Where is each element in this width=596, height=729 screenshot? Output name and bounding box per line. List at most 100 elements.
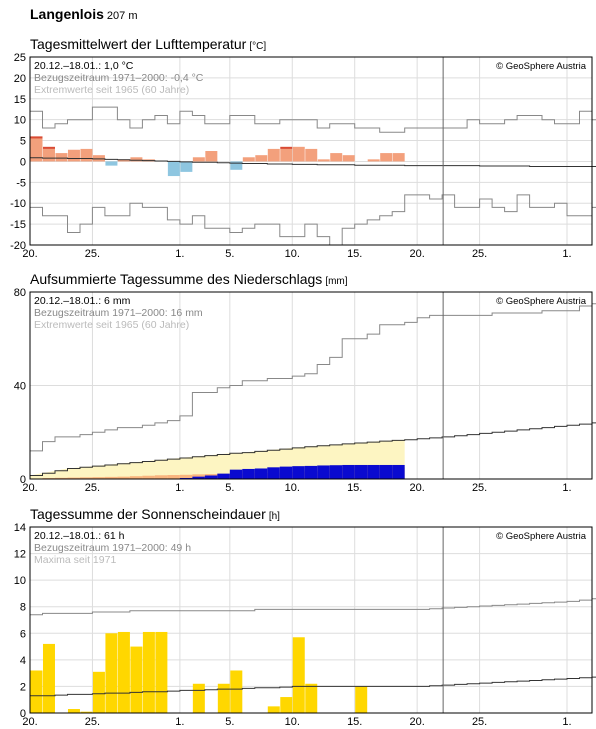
- temperature-title-block: Tagesmittelwert der Lufttemperatur [°C]: [30, 36, 266, 52]
- plot-frame: [29, 56, 593, 246]
- x-tick-label: 25.: [472, 716, 487, 728]
- precip-observed-bar: [204, 475, 218, 479]
- y-tick-label: -10: [10, 198, 26, 210]
- sunshine-title-block: Tagessumme der Sonnenscheindauer [h]: [30, 506, 280, 522]
- x-tick-label: 10.: [285, 716, 300, 728]
- temperature-title: Tagesmittelwert der Lufttemperatur: [30, 36, 247, 52]
- info-line: Extremwerte seit 1965 (60 Jahre): [34, 319, 189, 331]
- y-tick-label: 0: [20, 474, 26, 486]
- temperature-bar-excess: [42, 146, 55, 149]
- precip-observed-bar: [292, 466, 305, 479]
- precip-observed-bar: [279, 466, 293, 479]
- sunshine-unit: [h]: [268, 511, 280, 522]
- y-tick-label: 10: [14, 115, 26, 127]
- precip-orange-bar: [92, 477, 105, 479]
- precip-observed-bar: [367, 464, 380, 479]
- x-tick-label: 20.: [22, 716, 37, 728]
- sunshine-bar: [105, 633, 118, 713]
- x-tick-label: 1.: [562, 248, 571, 260]
- sunshine-bar: [267, 706, 280, 713]
- precip-observed-bar: [217, 473, 230, 479]
- temperature-bar: [42, 148, 55, 162]
- sunshine-bar: [92, 671, 105, 713]
- x-tick-label: 5.: [225, 248, 234, 260]
- temperature-bar: [55, 153, 68, 162]
- sunshine-bar: [292, 637, 305, 713]
- y-tick-label: -20: [10, 240, 26, 252]
- precip-orange-bar: [179, 474, 193, 479]
- temperature-bar: [230, 161, 243, 170]
- temperature-normal-line: [30, 157, 596, 167]
- y-tick-label: -5: [16, 177, 26, 189]
- sunshine-title: Tagessumme der Sonnenscheindauer: [30, 506, 266, 522]
- info-line: 20.12.–18.01.: 6 mm: [34, 295, 131, 307]
- y-tick-label: 2: [20, 681, 26, 693]
- y-tick-label: 12: [14, 549, 26, 561]
- x-tick-label: 20.: [410, 482, 425, 494]
- x-tick-label: 25.: [85, 716, 100, 728]
- sunshine-bar: [80, 711, 93, 713]
- precip-observed-bar: [392, 464, 405, 479]
- temperature-bar-excess: [30, 136, 43, 139]
- y-tick-label: 8: [20, 602, 26, 614]
- copyright: © GeoSphere Austria: [496, 531, 587, 542]
- temperature-bar: [267, 148, 280, 162]
- sunshine-bar: [217, 683, 230, 713]
- x-tick-label: 20.: [410, 248, 425, 260]
- x-tick-label: 15.: [347, 482, 362, 494]
- temperature-unit: [°C]: [249, 41, 267, 52]
- precip-unit: [mm]: [325, 276, 348, 287]
- temperature-bar: [305, 148, 318, 162]
- temperature-bar: [30, 138, 43, 162]
- x-tick-label: 25.: [472, 248, 487, 260]
- sunshine-bar: [192, 683, 205, 713]
- station-elevation: 207 m: [106, 10, 138, 22]
- temperature-bar: [80, 148, 93, 162]
- sunshine-bar: [355, 686, 368, 713]
- sunshine-bar: [230, 670, 243, 713]
- temperature-bar: [380, 153, 393, 162]
- temperature-bar: [92, 155, 105, 162]
- temperature-bar: [242, 157, 255, 162]
- info-line: Bezugszeitraum 1971–2000: -0,4 °C: [34, 72, 204, 84]
- info-line: 20.12.–18.01.: 61 h: [34, 530, 125, 542]
- info-line: Bezugszeitraum 1971–2000: 49 h: [34, 542, 191, 554]
- precip-orange-bar: [79, 477, 93, 479]
- x-tick-label: 25.: [472, 482, 487, 494]
- y-tick-label: 15: [14, 94, 26, 106]
- precip-observed-bar: [304, 465, 318, 479]
- temperature-bar: [105, 161, 118, 166]
- y-tick-label: 25: [14, 52, 26, 64]
- info-line: Maxima seit 1971: [34, 554, 116, 566]
- precip-orange-bar: [54, 477, 68, 479]
- y-tick-label: 20: [14, 73, 26, 85]
- info-line: Extremwerte seit 1965 (60 Jahre): [34, 84, 189, 96]
- precip-observed-bar: [354, 464, 368, 479]
- x-tick-label: 25.: [85, 248, 100, 260]
- y-tick-label: 5: [20, 136, 26, 148]
- copyright: © GeoSphere Austria: [496, 296, 587, 307]
- precip-orange-bar: [117, 476, 130, 479]
- precip-observed-bar: [317, 465, 330, 479]
- x-tick-label: 5.: [225, 716, 234, 728]
- precip-observed-bar: [254, 468, 268, 479]
- x-tick-label: 15.: [347, 248, 362, 260]
- y-tick-label: 40: [14, 381, 26, 393]
- precip-max-extreme-line: [30, 303, 596, 452]
- y-tick-label: 6: [20, 628, 26, 640]
- precip-orange-bar: [142, 475, 155, 479]
- precip-normal-line: [30, 422, 596, 476]
- temperature-bar: [330, 153, 343, 162]
- x-tick-label: 10.: [285, 248, 300, 260]
- temperature-bar: [130, 157, 143, 162]
- sunshine-normal-line: [30, 676, 596, 697]
- temperature-bar: [167, 161, 180, 177]
- plot-frame: [29, 291, 593, 480]
- y-tick-label: 14: [14, 522, 26, 534]
- x-tick-label: 1.: [175, 248, 184, 260]
- precip-title-block: Aufsummierte Tagessumme des Niederschlag…: [30, 271, 348, 287]
- temperature-bar: [292, 146, 305, 162]
- precip-observed-bar: [329, 465, 343, 479]
- temperature-bar: [280, 148, 293, 162]
